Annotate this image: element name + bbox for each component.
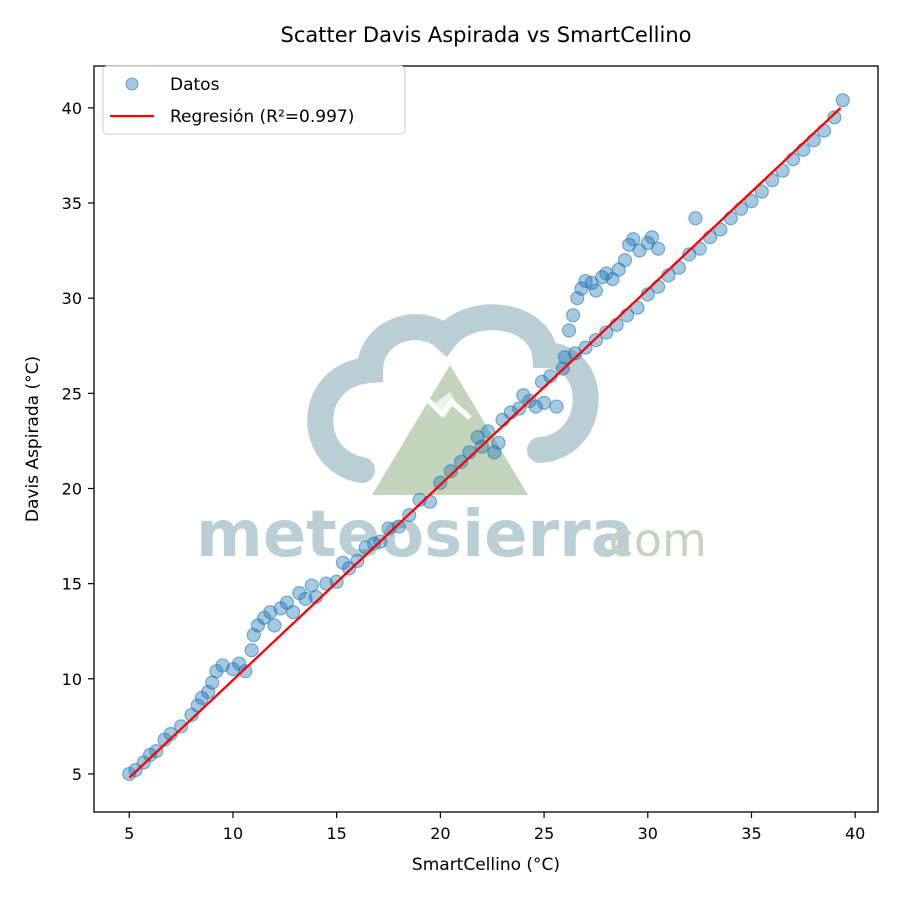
data-point [566, 308, 581, 323]
data-point [806, 133, 821, 148]
data-point [454, 454, 469, 469]
data-point [412, 492, 427, 507]
y-tick-label: 25 [62, 384, 82, 403]
plot-frame [93, 65, 879, 813]
data-point [263, 605, 278, 620]
y-tick-label: 30 [62, 289, 82, 308]
x-axis-ticks: 5 10 15 20 25 30 35 40 [124, 812, 865, 843]
data-point [651, 279, 666, 294]
data-point [174, 719, 189, 734]
x-tick-label: 15 [326, 824, 346, 843]
x-tick-label: 40 [845, 824, 865, 843]
data-point [595, 270, 610, 285]
data-point [599, 325, 614, 340]
regression-line [128, 107, 842, 779]
data-point [723, 211, 738, 226]
data-point [319, 576, 334, 591]
y-tick-label: 20 [62, 479, 82, 498]
data-point [827, 110, 842, 125]
data-point [536, 395, 552, 410]
watermark-logo: meteosierra .com [196, 304, 707, 572]
data-point [422, 494, 438, 509]
data-points-layer [122, 93, 850, 782]
watermark-text-suffix: .com [594, 513, 707, 567]
data-point [267, 618, 282, 633]
y-tick-label: 5 [72, 765, 82, 784]
y-axis-label: Davis Aspirada (°C) [23, 356, 43, 522]
data-point [785, 152, 801, 167]
y-axis-ticks: 5 10 15 20 25 30 35 40 [62, 99, 94, 784]
data-point [754, 184, 769, 199]
data-point [350, 553, 365, 568]
legend-marker-datos [125, 77, 139, 91]
data-point [626, 232, 641, 247]
data-point [433, 475, 448, 490]
legend-label-regression: Regresión (R²=0.997) [170, 107, 354, 127]
y-tick-label: 35 [62, 194, 82, 213]
data-point [244, 643, 259, 658]
legend: Datos Regresión (R²=0.997) [102, 65, 406, 135]
x-tick-label: 25 [534, 824, 554, 843]
data-point [491, 435, 506, 450]
data-point [744, 194, 759, 209]
data-point [549, 399, 564, 414]
data-point [443, 464, 458, 479]
y-tick-label: 40 [62, 99, 82, 118]
data-point [528, 399, 543, 414]
data-point [651, 241, 666, 256]
data-point [238, 664, 253, 679]
x-tick-label: 30 [638, 824, 658, 843]
data-point [688, 211, 703, 226]
regression-line-layer [128, 107, 842, 779]
data-point [630, 300, 645, 315]
data-point [775, 163, 790, 178]
data-point [796, 142, 811, 157]
x-tick-label: 20 [430, 824, 450, 843]
x-tick-label: 5 [124, 824, 134, 843]
data-point [298, 591, 313, 606]
legend-label-datos: Datos [170, 75, 220, 95]
chart-title: Scatter Davis Aspirada vs SmartCellino [280, 23, 691, 47]
data-point [617, 253, 633, 268]
data-point [561, 323, 577, 338]
data-point [215, 658, 230, 673]
data-point [286, 605, 301, 620]
data-point [644, 230, 660, 245]
data-point [512, 401, 527, 416]
data-point [835, 93, 850, 108]
x-axis-label: SmartCellino (°C) [412, 855, 560, 875]
y-tick-label: 10 [62, 670, 82, 689]
y-tick-label: 15 [62, 575, 82, 594]
data-point [391, 519, 406, 534]
data-point [713, 222, 728, 237]
legend-box [102, 65, 406, 135]
x-tick-label: 35 [741, 824, 761, 843]
data-point [816, 123, 832, 138]
data-point [480, 424, 496, 439]
data-point [557, 350, 572, 365]
data-point [588, 283, 604, 298]
x-tick-label: 10 [223, 824, 243, 843]
